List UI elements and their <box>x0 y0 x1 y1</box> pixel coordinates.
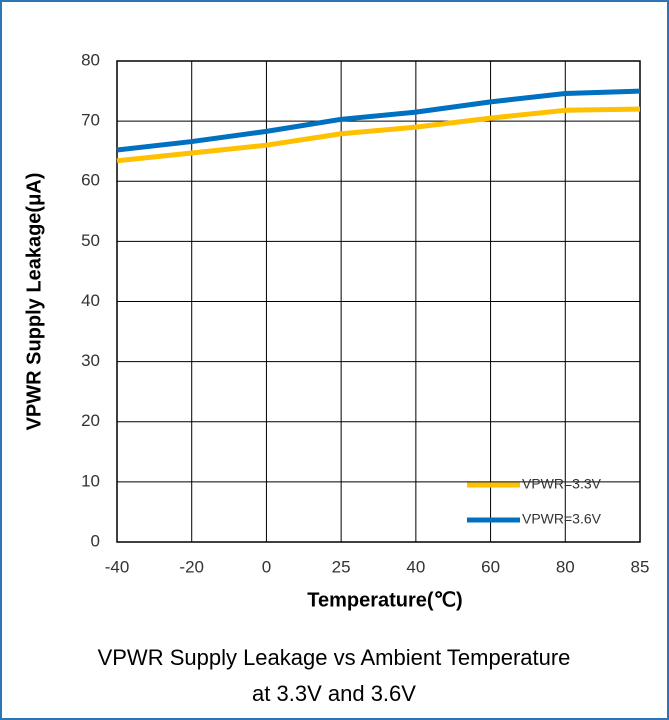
x-tick-label: 40 <box>406 557 425 576</box>
x-tick-label: 0 <box>262 557 271 576</box>
x-tick-label: 80 <box>556 557 575 576</box>
x-tick-label: 25 <box>332 557 351 576</box>
caption: VPWR Supply Leakage vs Ambient Temperatu… <box>98 645 571 670</box>
y-tick-label: 80 <box>81 50 100 69</box>
series-line <box>116 106 641 164</box>
y-tick-label: 20 <box>81 411 100 430</box>
x-tick-label: 85 <box>631 557 650 576</box>
y-tick-label: 70 <box>81 111 100 130</box>
plot-area <box>116 60 641 543</box>
y-tick-label: 60 <box>81 171 100 190</box>
x-tick-label: 60 <box>481 557 500 576</box>
series-line <box>116 88 641 153</box>
y-tick-label: 0 <box>91 531 100 550</box>
legend-label: VPWR=3.3V <box>522 476 602 492</box>
y-tick-label: 30 <box>81 351 100 370</box>
x-tick-label: -40 <box>105 557 130 576</box>
y-tick-label: 50 <box>81 231 100 250</box>
y-tick-label: 10 <box>81 471 100 490</box>
caption: at 3.3V and 3.6V <box>252 681 416 706</box>
x-axis-label: Temperature(℃) <box>307 589 462 611</box>
x-tick-label: -20 <box>179 557 204 576</box>
y-axis-label: VPWR Supply Leakage(μA) <box>23 173 45 431</box>
y-tick-label: 40 <box>81 291 100 310</box>
legend-label: VPWR=3.6V <box>522 511 602 527</box>
